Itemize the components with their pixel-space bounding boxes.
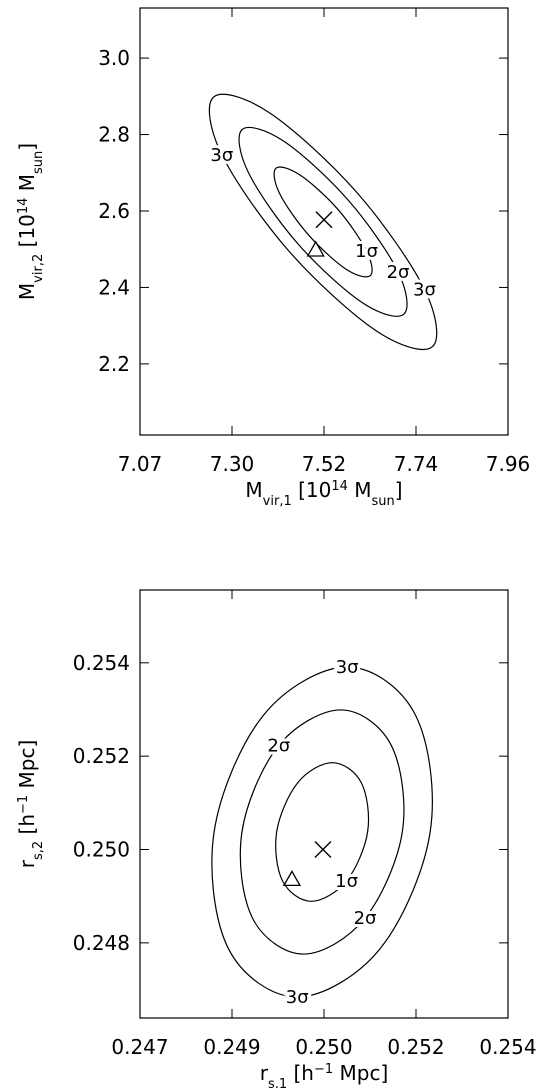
contour-label: 2σ (354, 908, 377, 929)
plot-frame (139, 589, 509, 1019)
label-part: r (260, 1061, 269, 1085)
label-part: [10 (292, 478, 332, 502)
contour-label: 3σ (210, 145, 233, 166)
label-part: M (15, 174, 39, 198)
contour (208, 93, 438, 350)
x-tick-label: 0.250 (295, 1035, 352, 1059)
x-tick-label: 7.30 (210, 452, 255, 476)
x-tick-label: 0.249 (203, 1035, 260, 1059)
y-tick-label: 2.8 (98, 123, 130, 147)
contour (238, 126, 408, 317)
label-part: ] (395, 478, 403, 502)
axis-label: Mvir,2 [1014 Msun] (15, 143, 46, 300)
contour (211, 666, 433, 998)
true-value-marker (306, 240, 325, 257)
marker-stroke (314, 841, 332, 859)
label-part: ] (15, 143, 39, 151)
marker-stroke (315, 211, 333, 229)
y-tick-label: 0.248 (73, 931, 130, 955)
x-tick-label: 0.252 (387, 1035, 444, 1059)
superscript: 14 (16, 198, 31, 215)
contour-label: 1σ (355, 241, 378, 262)
x-tick-label: 7.96 (486, 452, 531, 476)
subscript: s,2 (31, 841, 46, 860)
y-tick-label: 2.6 (98, 199, 130, 223)
subscript: sun (372, 494, 395, 509)
label-part: r (15, 859, 39, 868)
axis-label: Mvir,1 [1014 Msun] (245, 478, 402, 509)
contour (239, 709, 405, 955)
contour (275, 762, 370, 902)
y-tick-label: 0.254 (73, 651, 130, 675)
label-part: M (245, 478, 262, 502)
true-value-marker (282, 870, 302, 887)
contour-label: 3σ (286, 987, 309, 1008)
label-part: M (348, 478, 372, 502)
y-tick-label: 0.252 (73, 744, 130, 768)
label-part: [h (15, 814, 39, 841)
label-part: Mpc] (333, 1061, 388, 1085)
contour-label: 3σ (336, 657, 359, 678)
contour-label: 2σ (387, 262, 410, 283)
axis-label: rs,1 [h−1 Mpc] (260, 1061, 389, 1088)
y-tick-label: 3.0 (98, 46, 130, 70)
axis-label: rs,2 [h−1 Mpc] (15, 740, 46, 869)
y-tick-label: 2.4 (98, 275, 130, 299)
best-fit-marker (315, 211, 333, 229)
contour-label: 3σ (413, 279, 436, 300)
x-tick-label: 7.07 (118, 452, 163, 476)
contour-label: 2σ (267, 735, 290, 756)
subscript: s,1 (268, 1077, 287, 1088)
x-tick-label: 0.247 (111, 1035, 168, 1059)
superscript: 14 (331, 479, 348, 494)
x-tick-label: 7.74 (394, 452, 439, 476)
x-tick-label: 0.254 (479, 1035, 536, 1059)
subscript: vir,1 (263, 494, 292, 509)
contour-label: 1σ (335, 871, 358, 892)
superscript: −1 (16, 795, 31, 814)
best-fit-marker (314, 841, 332, 859)
y-tick-label: 0.250 (73, 838, 130, 862)
label-part: [10 (15, 214, 39, 254)
label-part: Mpc] (15, 740, 39, 795)
subscript: vir,2 (31, 254, 46, 283)
contour (273, 166, 373, 278)
subscript: sun (31, 151, 46, 174)
superscript: −1 (314, 1062, 333, 1077)
x-tick-label: 7.52 (302, 452, 347, 476)
y-tick-label: 2.2 (98, 352, 130, 376)
label-part: [h (287, 1061, 314, 1085)
label-part: M (15, 283, 39, 300)
plot-frame (139, 7, 509, 436)
